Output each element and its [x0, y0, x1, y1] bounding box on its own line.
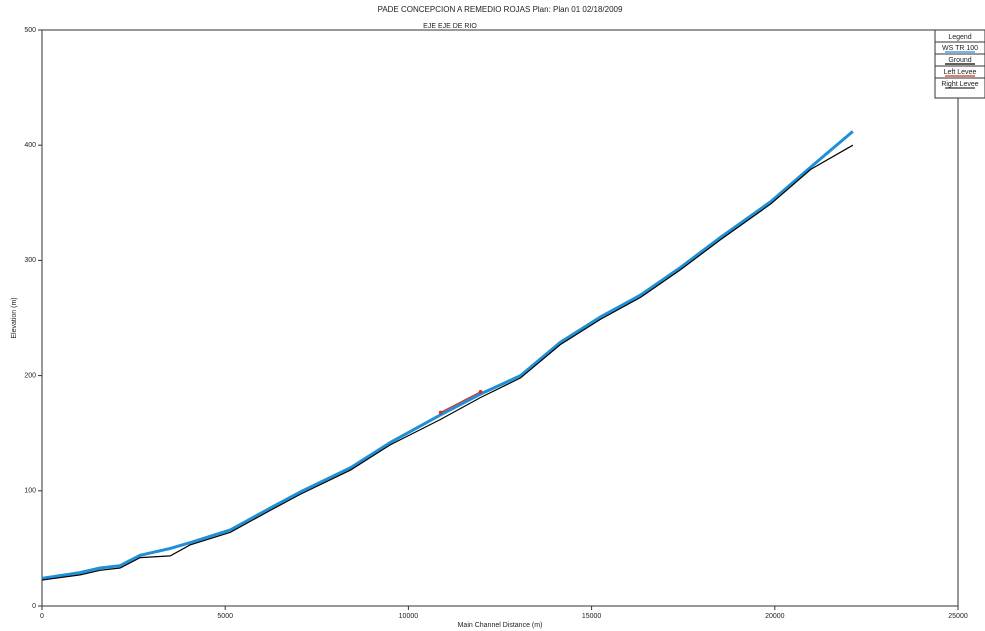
plot-frame: [41, 29, 959, 607]
x-tick-label: 20000: [765, 613, 785, 620]
x-axis-label: Main Channel Distance (m): [458, 622, 543, 629]
x-tick-label: 0: [40, 613, 44, 620]
legend-label: Right Levee: [941, 81, 978, 88]
levee-point: [478, 389, 483, 394]
y-tick-label: 500: [24, 27, 36, 34]
x-tick-label: 10000: [399, 613, 419, 620]
y-tick-label: 200: [24, 372, 36, 379]
legend-label: Ground: [948, 57, 971, 64]
chart-title: PADE CONCEPCION A REMEDIO ROJAS Plan: Pl…: [378, 5, 623, 14]
series-line: [440, 391, 481, 413]
x-tick-label: 5000: [217, 613, 233, 620]
y-tick-label: 0: [32, 603, 36, 610]
y-tick-label: 100: [24, 488, 36, 495]
levee-point: [438, 410, 443, 415]
legend-label: WS TR 100: [942, 45, 978, 52]
y-tick-label: 400: [24, 142, 36, 149]
legend-title: Legend: [948, 34, 971, 41]
legend-label: Left Levee: [944, 69, 977, 76]
chart-subtitle: EJE EJE DE RIO: [423, 23, 477, 30]
x-tick-label: 15000: [582, 613, 602, 620]
x-tick-label: 25000: [948, 613, 968, 620]
y-tick-label: 300: [24, 257, 36, 264]
series-line: [41, 144, 854, 581]
y-axis-label: Elevation (m): [11, 297, 18, 338]
series-line: [41, 130, 854, 580]
